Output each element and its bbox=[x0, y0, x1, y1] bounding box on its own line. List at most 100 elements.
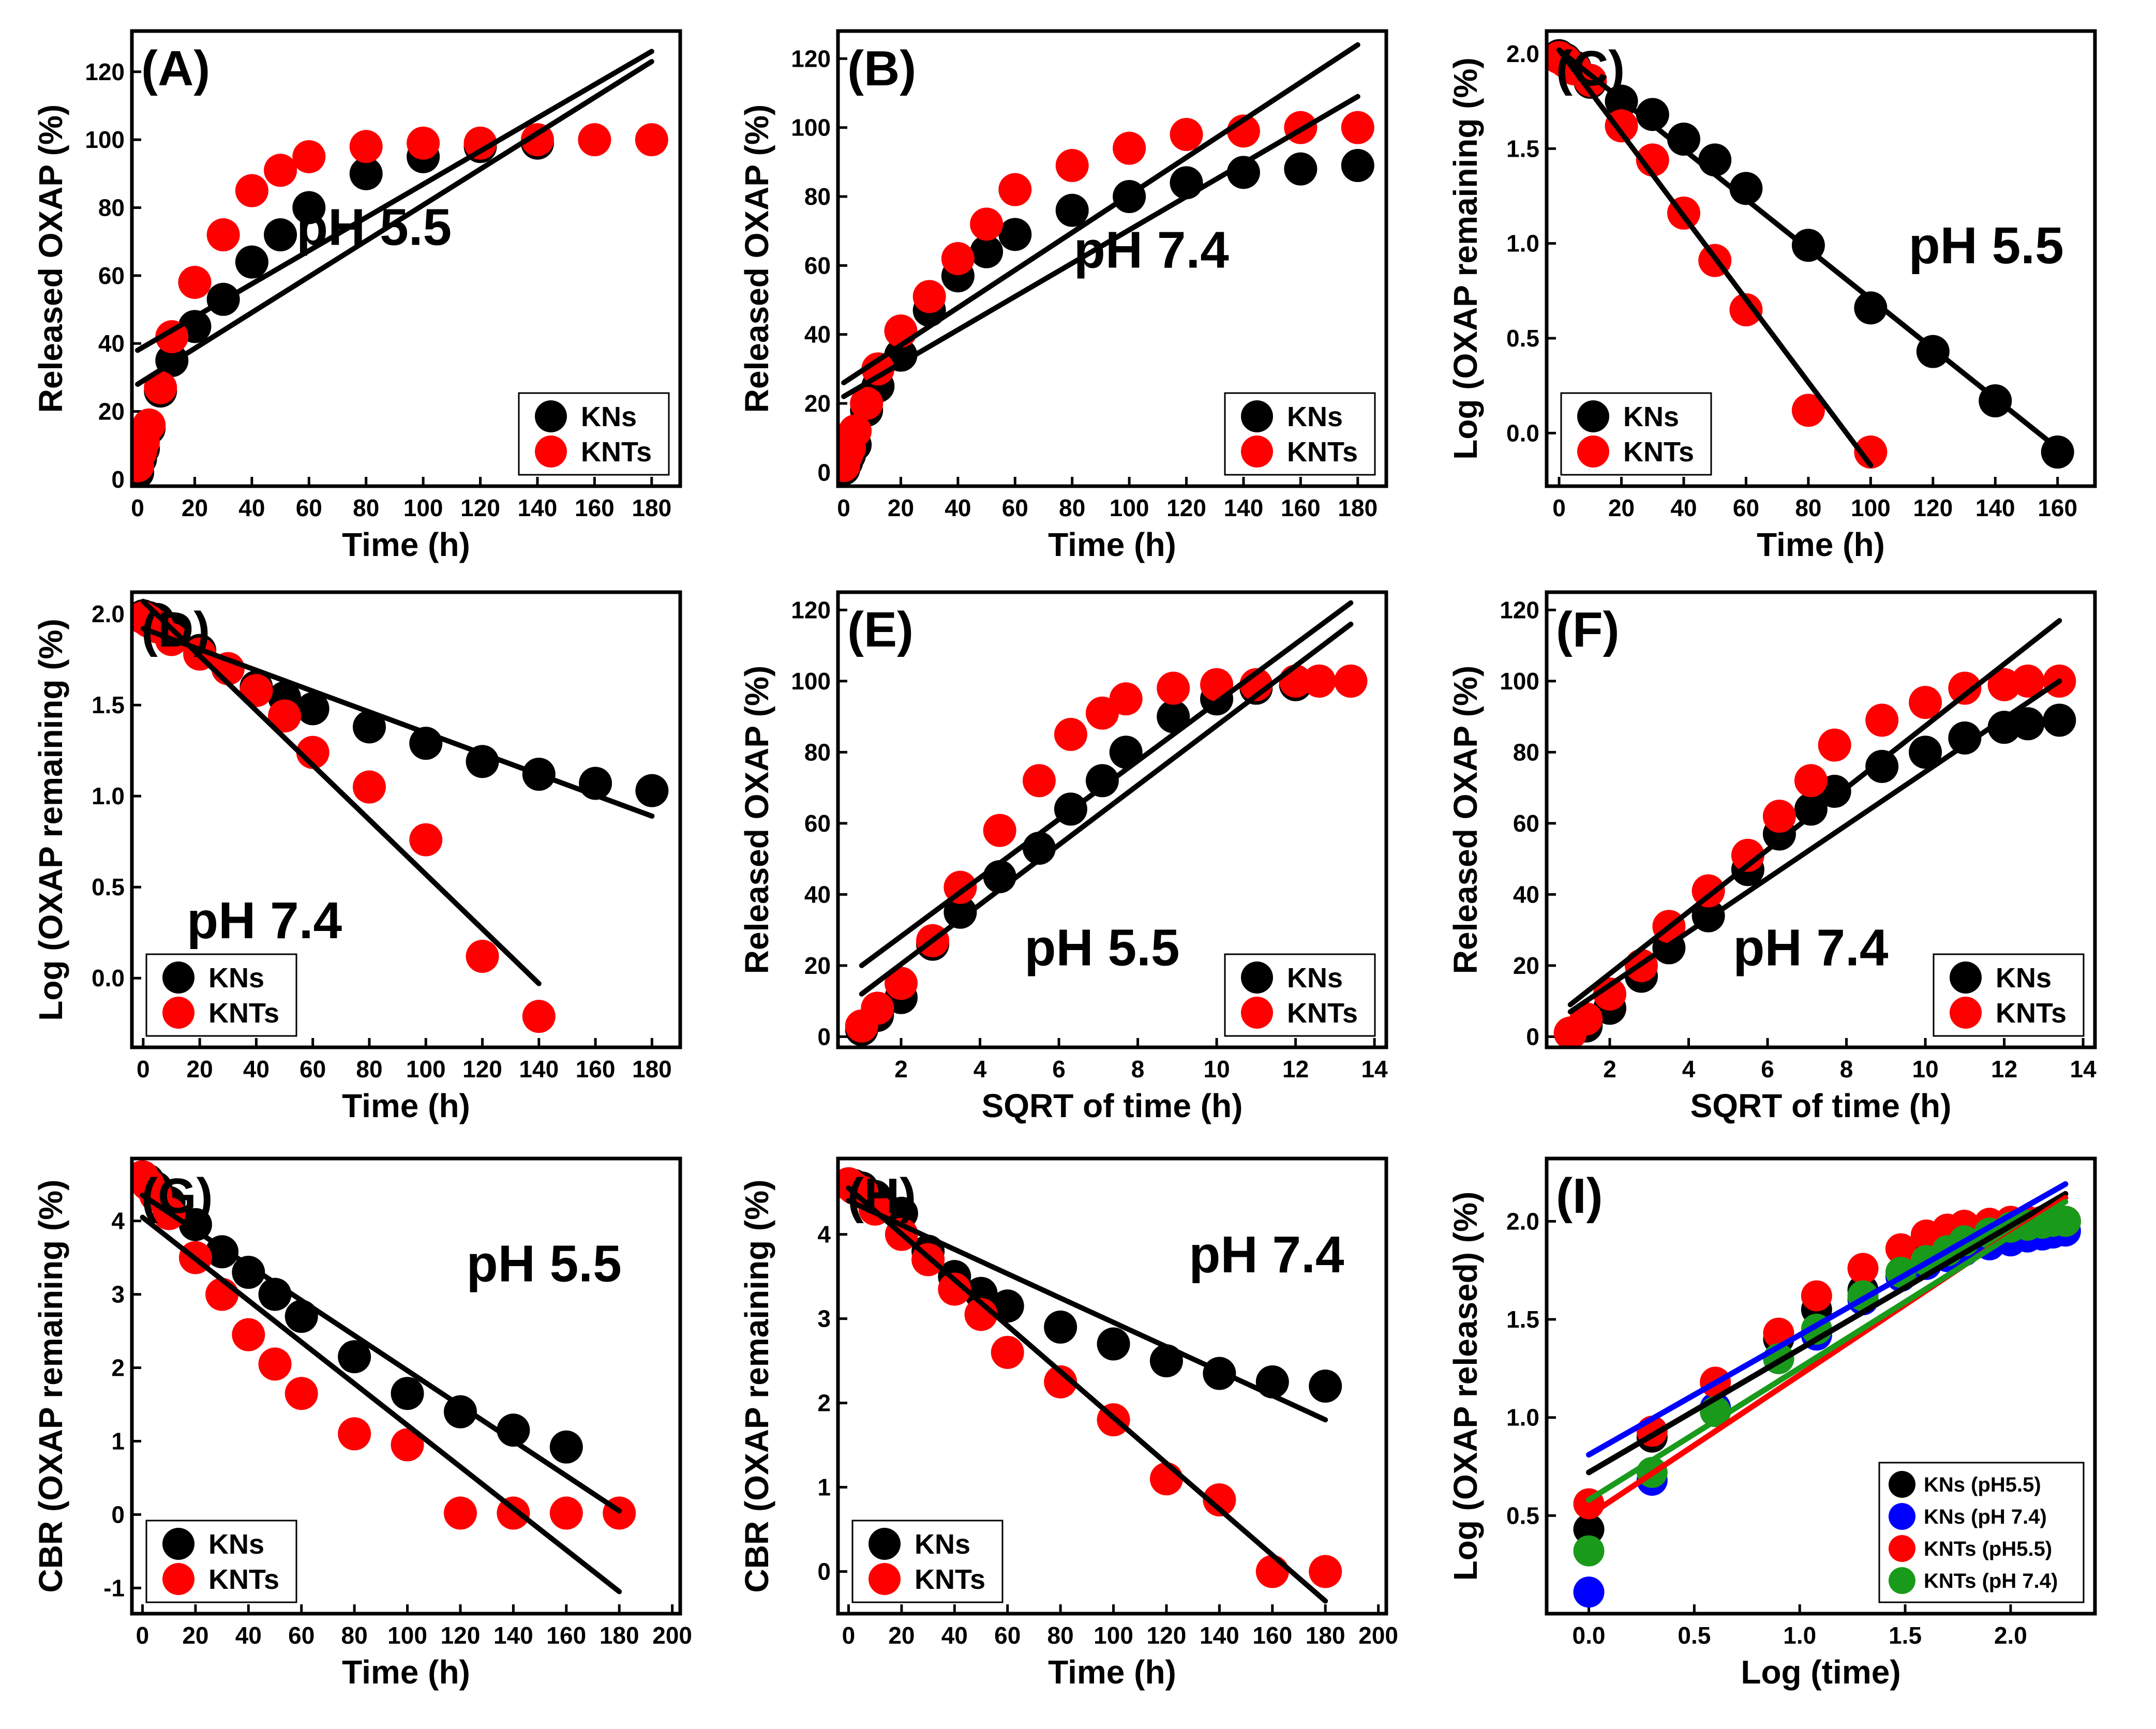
y-tick-label: 0.5 bbox=[1506, 325, 1539, 352]
data-point bbox=[206, 218, 240, 252]
y-tick-label: 3 bbox=[111, 1281, 125, 1308]
data-point bbox=[1573, 1576, 1605, 1608]
x-tick-label: 40 bbox=[945, 494, 971, 521]
ph-annotation: pH 7.4 bbox=[1074, 221, 1229, 279]
legend-marker bbox=[1950, 997, 1982, 1029]
y-tick-label: 0 bbox=[111, 1501, 125, 1528]
x-tick-label: 120 bbox=[1913, 494, 1953, 521]
x-tick-label: 180 bbox=[600, 1622, 639, 1649]
x-tick-label: 20 bbox=[182, 1622, 208, 1649]
y-tick-label: 1.0 bbox=[92, 783, 125, 809]
panel-label: (G) bbox=[141, 1168, 213, 1224]
x-tick-label: 180 bbox=[632, 494, 671, 521]
y-tick-label: 100 bbox=[85, 126, 125, 153]
data-point bbox=[1309, 1370, 1342, 1403]
data-point bbox=[1667, 123, 1700, 156]
y-tick-label: 80 bbox=[1513, 739, 1539, 765]
data-point bbox=[1794, 764, 1828, 798]
data-point bbox=[1847, 1253, 1879, 1284]
x-tick-label: 0 bbox=[837, 494, 850, 521]
panel-label: (I) bbox=[1556, 1168, 1603, 1224]
legend-label: KNTs bbox=[208, 1564, 279, 1595]
y-tick-label: 1.5 bbox=[1506, 1306, 1539, 1333]
panel-label: (E) bbox=[847, 602, 914, 657]
x-tick-label: 12 bbox=[1991, 1056, 2017, 1082]
data-point bbox=[285, 1377, 318, 1410]
data-point bbox=[861, 991, 894, 1025]
data-point bbox=[1636, 143, 1669, 177]
data-point bbox=[292, 140, 326, 173]
x-tick-label: 60 bbox=[1733, 494, 1759, 521]
legend-label: KNTs bbox=[1287, 437, 1358, 468]
data-point bbox=[1226, 156, 1260, 189]
data-point bbox=[1341, 111, 1374, 144]
data-point bbox=[239, 674, 273, 708]
legend-marker bbox=[1241, 997, 1273, 1029]
fit-line bbox=[846, 1198, 1328, 1423]
x-tick-label: 2.0 bbox=[1994, 1622, 2027, 1649]
panel-label: (C) bbox=[1556, 41, 1625, 96]
y-tick-label: 40 bbox=[1513, 881, 1539, 908]
x-axis-title: SQRT of time (h) bbox=[1690, 1087, 1952, 1124]
chart-panel-c: 0 20 40 60 80 100 120 140 160 0.0 0.5 1.0 1.5 2.0 Time… bbox=[1447, 29, 2097, 563]
legend-label: KNTs bbox=[1996, 998, 2067, 1029]
chart-panel-h: 0 20 40 60 80 100 120 140 160 180 200 0 1 2 3 4 Time (h)… bbox=[738, 1156, 1398, 1691]
legend-marker bbox=[1889, 1567, 1915, 1594]
x-axis-title: Time (h) bbox=[342, 1087, 470, 1124]
data-point bbox=[912, 280, 946, 313]
y-tick-label: 80 bbox=[804, 183, 831, 210]
data-point bbox=[352, 710, 386, 744]
y-tick-label: 0 bbox=[817, 1558, 831, 1585]
y-tick-label: 40 bbox=[804, 881, 831, 908]
y-tick-label: 1 bbox=[111, 1427, 125, 1454]
plot-area bbox=[132, 1160, 636, 1595]
data-point bbox=[1255, 1555, 1289, 1588]
legend-marker bbox=[535, 435, 567, 468]
data-point bbox=[463, 126, 497, 160]
x-tick-label: 180 bbox=[1306, 1622, 1345, 1649]
data-point bbox=[235, 245, 268, 279]
data-point bbox=[178, 265, 212, 299]
x-tick-label: 6 bbox=[1761, 1056, 1774, 1082]
x-tick-label: 20 bbox=[1608, 494, 1635, 521]
legend-marker bbox=[1950, 961, 1982, 994]
data-point bbox=[268, 699, 302, 733]
y-tick-label: 2.0 bbox=[1506, 1208, 1539, 1235]
data-point bbox=[1157, 700, 1190, 733]
y-axis-title: Log (OXAP released) (%) bbox=[1447, 1192, 1484, 1581]
fit-line bbox=[1567, 678, 2062, 1015]
data-point bbox=[1309, 1555, 1342, 1588]
x-tick-label: 160 bbox=[2038, 494, 2077, 521]
data-point bbox=[285, 1300, 318, 1333]
x-tick-label: 40 bbox=[243, 1056, 270, 1082]
x-tick-label: 140 bbox=[493, 1622, 533, 1649]
x-tick-label: 120 bbox=[462, 1056, 502, 1082]
legend-label: KNs bbox=[208, 1529, 264, 1560]
x-tick-label: 1.5 bbox=[1889, 1622, 1922, 1649]
x-tick-label: 180 bbox=[1338, 494, 1378, 521]
plot-area bbox=[838, 42, 1374, 486]
legend-marker bbox=[1889, 1535, 1915, 1562]
data-point bbox=[1865, 703, 1899, 737]
y-tick-label: 0.5 bbox=[1506, 1502, 1539, 1529]
x-tick-label: 12 bbox=[1282, 1056, 1309, 1082]
ph-annotation: pH 7.4 bbox=[1189, 1226, 1344, 1284]
y-tick-label: 60 bbox=[804, 810, 831, 837]
legend-label: KNTs bbox=[1287, 998, 1358, 1029]
data-point bbox=[1055, 193, 1089, 227]
x-tick-label: 80 bbox=[356, 1056, 382, 1082]
data-point bbox=[1885, 1233, 1917, 1265]
data-point bbox=[998, 173, 1032, 206]
y-tick-label: 100 bbox=[1500, 668, 1539, 695]
data-point bbox=[296, 692, 330, 726]
x-tick-label: 6 bbox=[1052, 1056, 1066, 1082]
data-point bbox=[998, 218, 1032, 251]
chart-panel-a: 0 20 40 60 80 100 120 140 160 180 0 20 40 60 80 100 120 T… bbox=[32, 29, 682, 563]
x-tick-label: 10 bbox=[1912, 1056, 1939, 1082]
y-axis-title: Released OXAP (%) bbox=[738, 666, 775, 974]
data-point bbox=[292, 191, 326, 224]
data-point bbox=[635, 123, 668, 157]
data-point bbox=[1593, 977, 1627, 1011]
y-tick-label: 40 bbox=[98, 330, 125, 357]
